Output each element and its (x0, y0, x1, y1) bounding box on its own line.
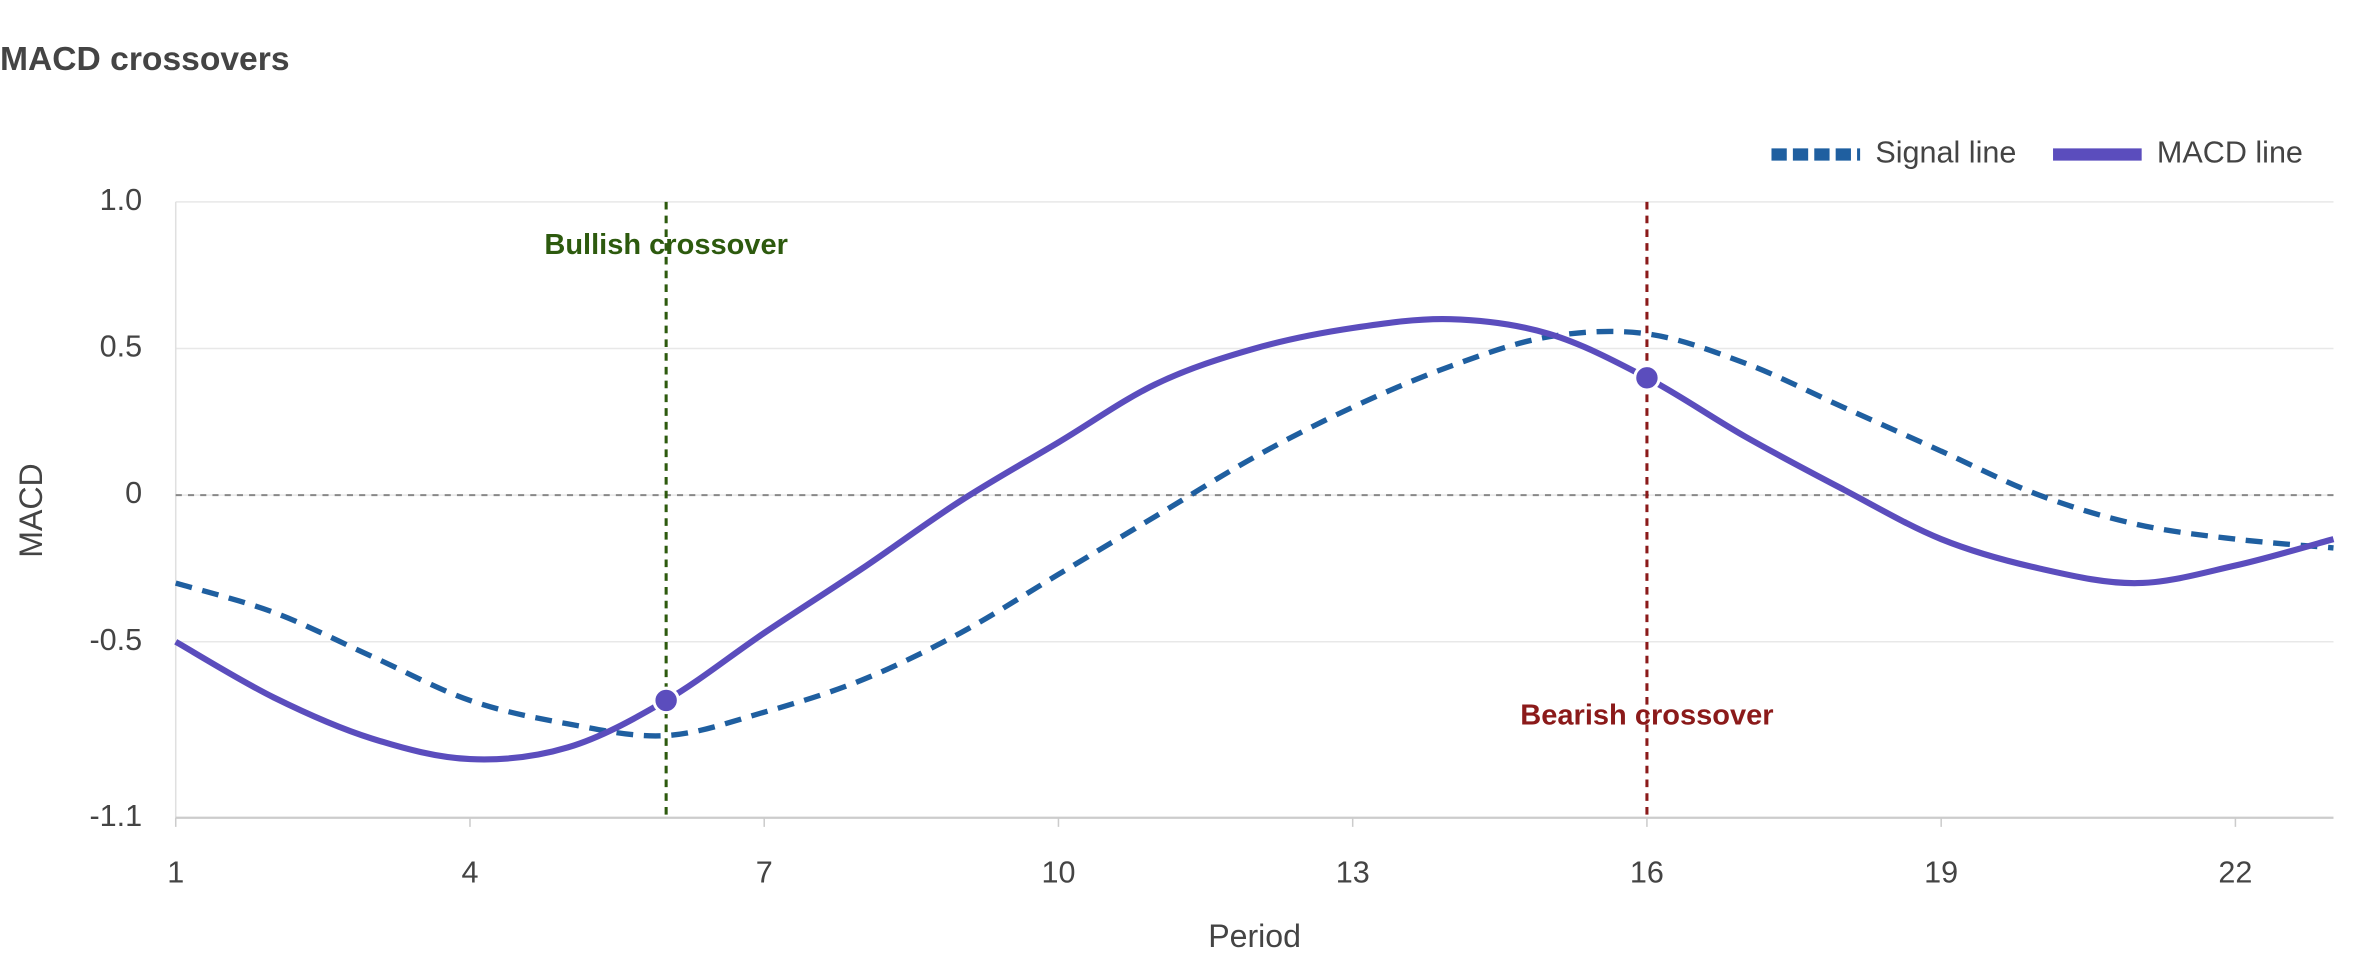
y-axis-label: MACD (13, 463, 49, 557)
x-tick-label: 10 (1041, 855, 1075, 889)
annotation-label: Bearish crossover (1520, 700, 1773, 732)
y-tick-label: 0.5 (100, 330, 142, 364)
series-line (174, 316, 2335, 763)
x-tick-label: 7 (756, 855, 773, 889)
y-tick-label: -0.5 (89, 623, 142, 657)
annotation-label: Bullish crossover (544, 229, 788, 261)
chart-title: MACD crossovers (0, 41, 290, 78)
x-tick-label: 22 (2218, 855, 2252, 889)
y-tick-label: 0 (125, 476, 142, 510)
crossover-marker (652, 686, 680, 715)
x-tick-label: 13 (1336, 855, 1370, 889)
x-tick-label: 4 (461, 855, 478, 889)
series-line (174, 328, 2334, 739)
legend-label: Signal line (1875, 136, 2016, 170)
y-tick-label: -1.1 (89, 799, 142, 833)
x-axis-label: Period (1208, 918, 1301, 954)
y-tick-label: 1.0 (100, 183, 142, 217)
legend-label: MACD line (2157, 136, 2303, 170)
x-tick-label: 16 (1630, 855, 1664, 889)
x-tick-label: 19 (1924, 855, 1958, 889)
crossover-marker (1633, 364, 1661, 392)
x-tick-label: 1 (167, 855, 184, 889)
